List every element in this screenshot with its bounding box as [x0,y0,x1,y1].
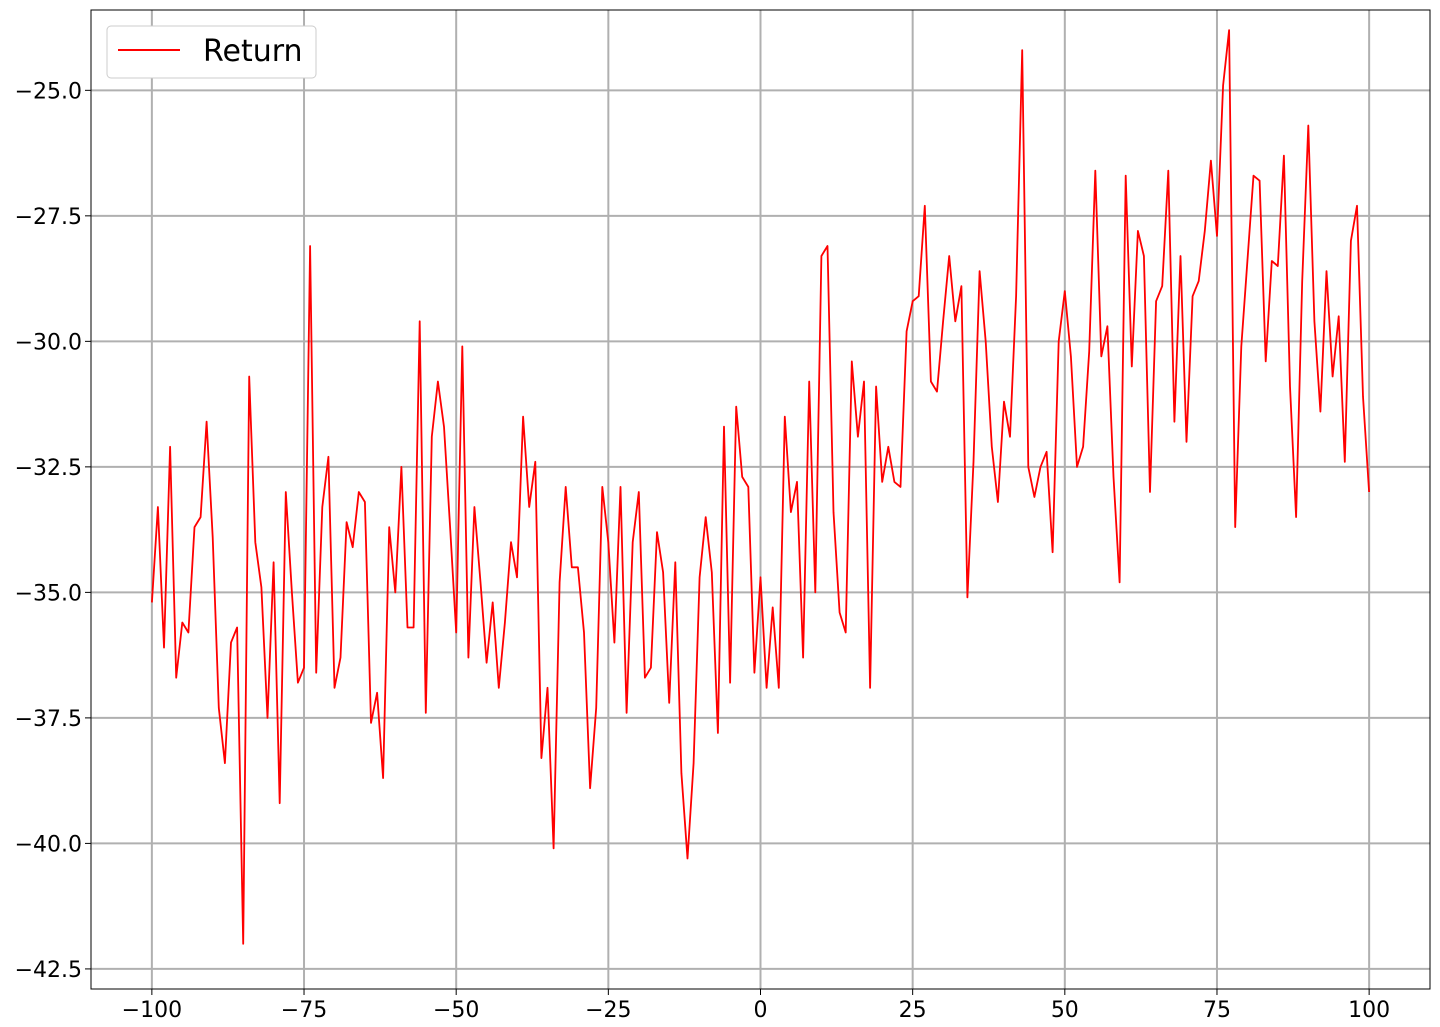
y-tick-label: −30.0 [15,330,82,355]
y-tick-label: −27.5 [15,205,82,230]
y-tick-label: −25.0 [15,79,82,104]
x-tick-label: 0 [754,998,768,1023]
x-tick-label: 50 [1051,998,1079,1023]
x-axis-ticks: −100 −75 −50 −25 0 25 50 75 100 [122,989,1390,1023]
y-tick-label: −42.5 [15,958,82,983]
y-tick-label: −40.0 [15,832,82,857]
x-tick-label: −25 [585,998,631,1023]
y-tick-label: −37.5 [15,707,82,732]
y-axis-ticks: −25.0 −27.5 −30.0 −32.5 −35.0 −37.5 −40.0 −42.5 [15,79,91,983]
x-tick-label: 100 [1348,998,1390,1023]
series-layer [151,29,1370,945]
series-line-return [151,29,1370,945]
x-tick-label: 75 [1203,998,1231,1023]
legend-label-return: Return [203,34,303,69]
y-tick-label: −35.0 [15,581,82,606]
legend: Return [106,25,317,79]
plot-frame [90,9,1431,990]
legend-box [106,25,317,79]
x-tick-label: 25 [899,998,927,1023]
x-tick-label: −50 [433,998,479,1023]
x-tick-label: −75 [281,998,327,1023]
x-tick-label: −100 [122,998,182,1023]
y-tick-label: −32.5 [15,456,82,481]
